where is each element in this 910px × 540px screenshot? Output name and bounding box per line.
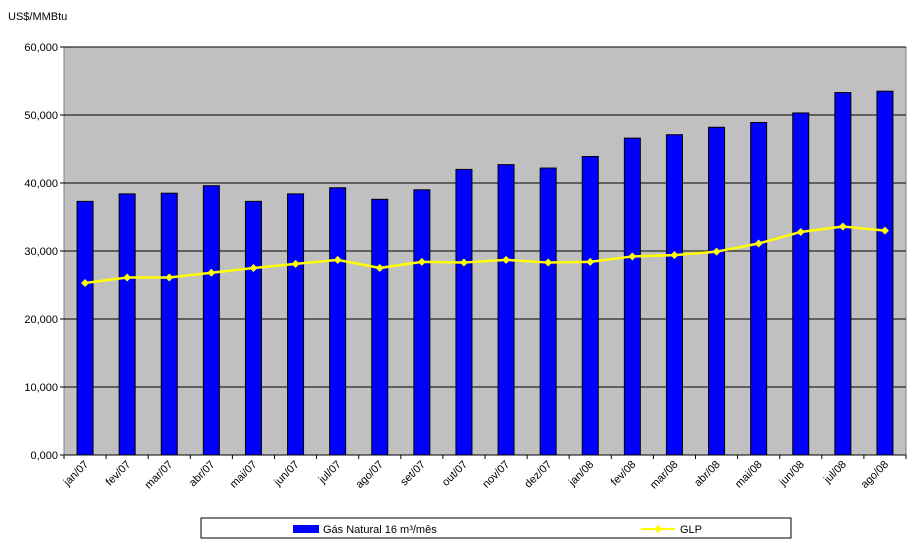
legend-swatch-glp-marker [654, 525, 662, 533]
x-tick-label: jul/07 [316, 459, 344, 487]
x-tick-label: fev/08 [609, 459, 639, 489]
x-tick-label: mar/07 [143, 459, 176, 492]
x-tick-label: jun/08 [776, 459, 806, 489]
legend-label-gas-natural: Gás Natural 16 m³/mês [323, 524, 437, 536]
x-tick-label: nov/07 [480, 459, 512, 491]
bar-gas-natural [834, 92, 852, 456]
point-glp [165, 273, 174, 282]
x-tick-label: jun/07 [271, 459, 301, 489]
bar-gas-natural [623, 137, 641, 456]
x-tick-label: dez/07 [522, 459, 554, 491]
y-tick-label: 0,000 [30, 450, 58, 462]
point-glp [333, 255, 342, 264]
bar-gas-natural [539, 167, 557, 456]
bar-gas-natural [287, 193, 305, 456]
y-tick-label: 50,000 [24, 110, 58, 122]
line-glp [84, 225, 886, 285]
legend-label-glp: GLP [680, 524, 702, 536]
legend: Gás Natural 16 m³/mês GLP [200, 517, 792, 539]
legend-box [200, 517, 792, 539]
x-tick-label: abr/08 [692, 459, 723, 490]
bar-gas-natural [665, 134, 683, 456]
bar-gas-natural [76, 200, 94, 456]
point-glp [502, 255, 511, 264]
point-glp [459, 258, 468, 267]
y-tick-label: 20,000 [24, 314, 58, 326]
line-series [81, 222, 889, 287]
bar-gas-natural [455, 168, 473, 456]
point-glp [291, 259, 300, 268]
point-glp [796, 227, 805, 236]
bar-series [76, 90, 894, 456]
bar-gas-natural [118, 193, 136, 456]
x-tick-label: out/07 [440, 459, 470, 489]
point-glp [754, 239, 763, 248]
bar-gas-natural [202, 185, 220, 456]
bar-gas-natural [371, 198, 389, 456]
x-axis: jan/07 fev/07 mar/07 abr/07 mai/07 jun/07 jul/… [61, 454, 907, 492]
point-glp [586, 257, 595, 266]
y-tick-label: 40,000 [24, 178, 58, 190]
x-tick-label: mar/08 [648, 459, 681, 492]
bar-gas-natural [581, 155, 599, 456]
bar-gas-natural [160, 192, 178, 456]
x-tick-label: mai/07 [228, 459, 260, 491]
point-glp [880, 226, 889, 235]
point-glp [417, 257, 426, 266]
x-tick-label: mai/08 [733, 459, 765, 491]
bar-gas-natural [497, 164, 515, 456]
bar-gas-natural [244, 200, 262, 456]
x-tick-label: abr/07 [187, 459, 218, 490]
point-glp [838, 222, 847, 231]
bar-gas-natural [750, 121, 768, 456]
point-glp [544, 258, 553, 267]
y-tick-label: 60,000 [24, 42, 58, 54]
y-tick-label: 30,000 [24, 246, 58, 258]
x-tick-label: set/07 [398, 459, 428, 489]
x-tick-label: jul/08 [821, 459, 849, 487]
y-axis: 0,000 10,000 20,000 30,000 40,000 50,000 60,00… [24, 42, 64, 462]
bar-gas-natural [413, 189, 431, 456]
x-tick-label: ago/08 [859, 459, 891, 491]
bar-gas-natural [329, 187, 347, 456]
point-glp [375, 264, 384, 272]
y-axis-label: US$/MMBtu [8, 11, 67, 23]
x-tick-label: ago/07 [354, 459, 386, 491]
point-glp [207, 268, 216, 277]
x-tick-label: fev/07 [104, 459, 134, 489]
legend-swatch-gas-natural [293, 525, 319, 533]
bar-gas-natural [792, 112, 810, 456]
bar-gas-natural [876, 90, 894, 456]
x-tick-label: jan/08 [566, 459, 596, 489]
point-glp [712, 247, 721, 256]
point-glp [123, 273, 132, 282]
bar-gas-natural [708, 126, 726, 456]
point-glp [249, 264, 258, 272]
point-glp [628, 252, 637, 261]
point-glp [81, 278, 90, 287]
x-tick-label: jan/07 [61, 459, 91, 489]
point-glp [670, 251, 679, 260]
y-tick-label: 10,000 [24, 382, 58, 394]
